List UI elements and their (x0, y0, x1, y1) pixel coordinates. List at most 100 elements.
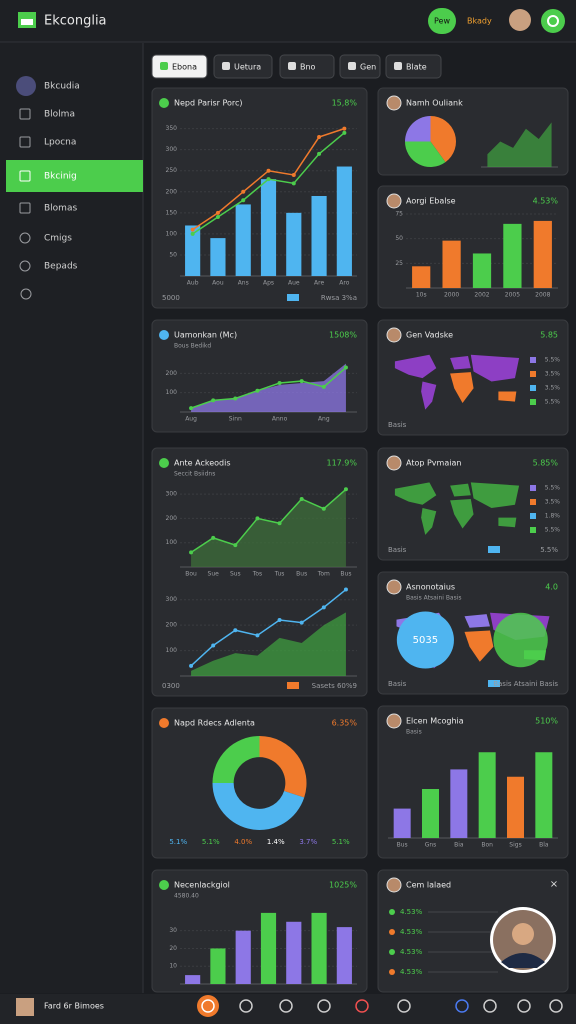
point (215, 215, 220, 220)
legend-item: 3.5% (545, 371, 561, 378)
panel-change: 4.0 (545, 583, 558, 592)
header-button-label[interactable]: Pew (434, 17, 450, 26)
tab[interactable] (339, 54, 381, 79)
sidebar-item[interactable]: Blomas (44, 204, 77, 214)
header-button[interactable] (428, 8, 456, 34)
sidebar-item[interactable]: Lpocna (44, 138, 76, 148)
list-item: 4.53% (400, 948, 423, 956)
slice (212, 736, 260, 783)
nav-icon-glyph[interactable] (397, 999, 411, 1013)
x-tick-label: 2002 (474, 292, 489, 299)
user-avatar[interactable] (509, 9, 531, 31)
y-tick-label: 300 (166, 146, 178, 153)
tab-label[interactable]: Ebona (172, 63, 197, 72)
panel-title: Napd Rdecs Adlenta (174, 719, 255, 728)
y-tick-label: 200 (166, 370, 178, 377)
legend-item: 5.5% (545, 357, 561, 364)
x-tick-label: Tos (252, 571, 262, 578)
sidebar-item[interactable]: Bkcudia (44, 82, 80, 92)
point (317, 135, 322, 140)
panel-change: 4.53% (533, 197, 559, 206)
map-region (450, 483, 471, 497)
nav-icon-glyph[interactable] (201, 999, 215, 1013)
nav-icon-glyph[interactable] (317, 999, 331, 1013)
panel-footer: Basis (388, 421, 407, 429)
y-tick-label: 150 (166, 209, 178, 216)
y-tick-label: 200 (166, 515, 178, 522)
tab-label[interactable]: Bno (300, 63, 316, 72)
panel-icon (159, 98, 169, 108)
list-item: 4.53% (400, 928, 423, 936)
bar (535, 752, 553, 838)
panel-title: Necenlackgiol (174, 881, 230, 890)
y-tick-label: 300 (166, 491, 178, 498)
notify-icon[interactable] (541, 9, 565, 33)
point (255, 516, 260, 521)
tab-label[interactable]: Gen (360, 63, 376, 72)
y-tick-label: 100 (166, 647, 178, 654)
point (190, 231, 195, 236)
slice (405, 141, 446, 167)
x-tick-label: Sinn (229, 416, 242, 423)
sidebar-item[interactable]: Bkcinig (44, 172, 77, 182)
bar (260, 912, 277, 984)
sidebar-item[interactable]: Bepads (44, 262, 78, 272)
nav-icon-glyph[interactable] (517, 999, 531, 1013)
panel-title: Aorgi Ebalse (406, 197, 456, 206)
nav-icon-glyph[interactable] (279, 999, 293, 1013)
point (190, 227, 195, 232)
tab[interactable] (213, 54, 273, 79)
panel (151, 707, 368, 859)
nav-icon-glyph[interactable] (355, 999, 369, 1013)
legend-item: 5.5% (545, 485, 561, 492)
nav-icon-glyph[interactable] (483, 999, 497, 1013)
y-tick-label: 200 (166, 188, 178, 195)
tab-label[interactable]: Uetura (234, 63, 261, 72)
panel-subtitle: Basis (406, 729, 422, 736)
sidebar-icon (19, 170, 31, 182)
tab[interactable] (151, 54, 208, 79)
x-tick-label: Tus (274, 571, 285, 578)
y-tick-label: 100 (166, 230, 178, 237)
bar (393, 808, 411, 838)
x-tick-label: Bla (539, 842, 549, 849)
panel-subtitle: Bous Bedikd (174, 343, 211, 350)
bar (210, 238, 226, 276)
point (299, 620, 304, 625)
tab-label[interactable]: Blate (406, 63, 427, 72)
map-region (421, 508, 437, 535)
tab-icon (222, 62, 230, 70)
panel-change: 5.85 (540, 331, 558, 340)
bar (235, 204, 251, 276)
tab[interactable] (279, 54, 335, 79)
tab[interactable] (385, 54, 442, 79)
panel-change: 1025% (329, 881, 357, 890)
panel-icon (159, 880, 169, 890)
sidebar-item[interactable]: Blolma (44, 110, 75, 120)
x-tick-label: Are (314, 280, 324, 287)
area (191, 489, 346, 567)
sidebar-icon (19, 136, 31, 148)
bar (450, 769, 468, 838)
bar (336, 927, 352, 984)
header-bar (0, 0, 576, 42)
sidebar-item[interactable]: Cmigs (44, 234, 72, 244)
panel-change: 1508% (329, 331, 357, 340)
panel-legend: Rwsa 3%a (321, 294, 357, 302)
bar (185, 225, 201, 276)
bar (235, 930, 251, 984)
x-tick-label: Ang (318, 416, 330, 423)
nav-icon[interactable] (197, 995, 219, 1017)
nav-icon-glyph[interactable] (239, 999, 253, 1013)
panel-title: Cem lalaed (406, 881, 451, 890)
x-tick-label: 2000 (444, 292, 459, 299)
close-icon[interactable]: × (550, 879, 558, 890)
point (299, 379, 304, 384)
panel-change: 15,8% (332, 99, 358, 108)
nav-icon-glyph[interactable] (549, 999, 563, 1013)
panel-footer: 0300 (162, 682, 180, 690)
nav-icon-glyph[interactable] (455, 999, 469, 1013)
panel-title: Uamonkan (Mc) (174, 331, 237, 340)
bar (185, 975, 201, 984)
